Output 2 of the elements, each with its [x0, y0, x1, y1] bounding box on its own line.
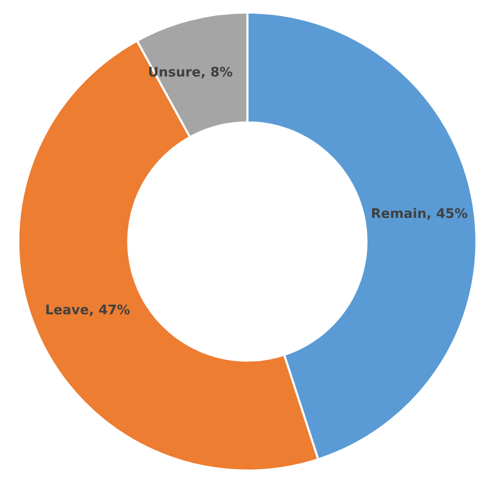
slice-label: Remain, 45% — [372, 208, 468, 220]
slice-label: Leave, 47% — [46, 304, 130, 316]
